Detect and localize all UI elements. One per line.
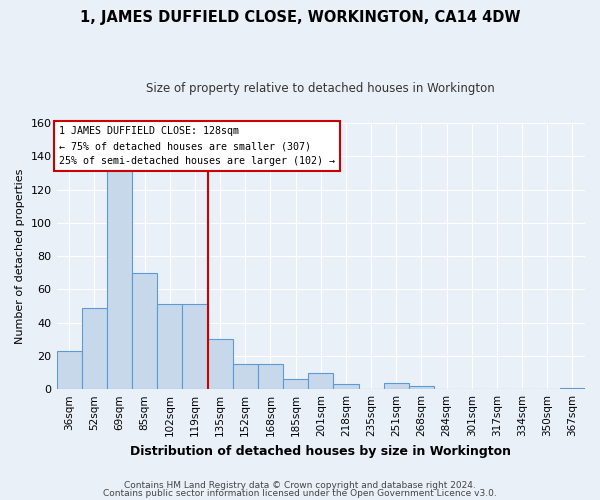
Bar: [308, 372, 334, 389]
Bar: [56, 351, 82, 389]
Text: 1 JAMES DUFFIELD CLOSE: 128sqm
← 75% of detached houses are smaller (307)
25% of: 1 JAMES DUFFIELD CLOSE: 128sqm ← 75% of …: [59, 126, 335, 166]
Title: Size of property relative to detached houses in Workington: Size of property relative to detached ho…: [146, 82, 495, 96]
Bar: [107, 168, 132, 389]
Text: Contains public sector information licensed under the Open Government Licence v3: Contains public sector information licen…: [103, 488, 497, 498]
Bar: [334, 384, 359, 389]
Bar: [409, 386, 434, 389]
Bar: [132, 273, 157, 389]
X-axis label: Distribution of detached houses by size in Workington: Distribution of detached houses by size …: [130, 444, 511, 458]
Y-axis label: Number of detached properties: Number of detached properties: [15, 168, 25, 344]
Bar: [82, 308, 107, 389]
Bar: [182, 304, 208, 389]
Bar: [283, 379, 308, 389]
Text: Contains HM Land Registry data © Crown copyright and database right 2024.: Contains HM Land Registry data © Crown c…: [124, 481, 476, 490]
Bar: [233, 364, 258, 389]
Bar: [383, 382, 409, 389]
Bar: [560, 388, 585, 389]
Bar: [208, 340, 233, 389]
Bar: [258, 364, 283, 389]
Bar: [157, 304, 182, 389]
Text: 1, JAMES DUFFIELD CLOSE, WORKINGTON, CA14 4DW: 1, JAMES DUFFIELD CLOSE, WORKINGTON, CA1…: [80, 10, 520, 25]
